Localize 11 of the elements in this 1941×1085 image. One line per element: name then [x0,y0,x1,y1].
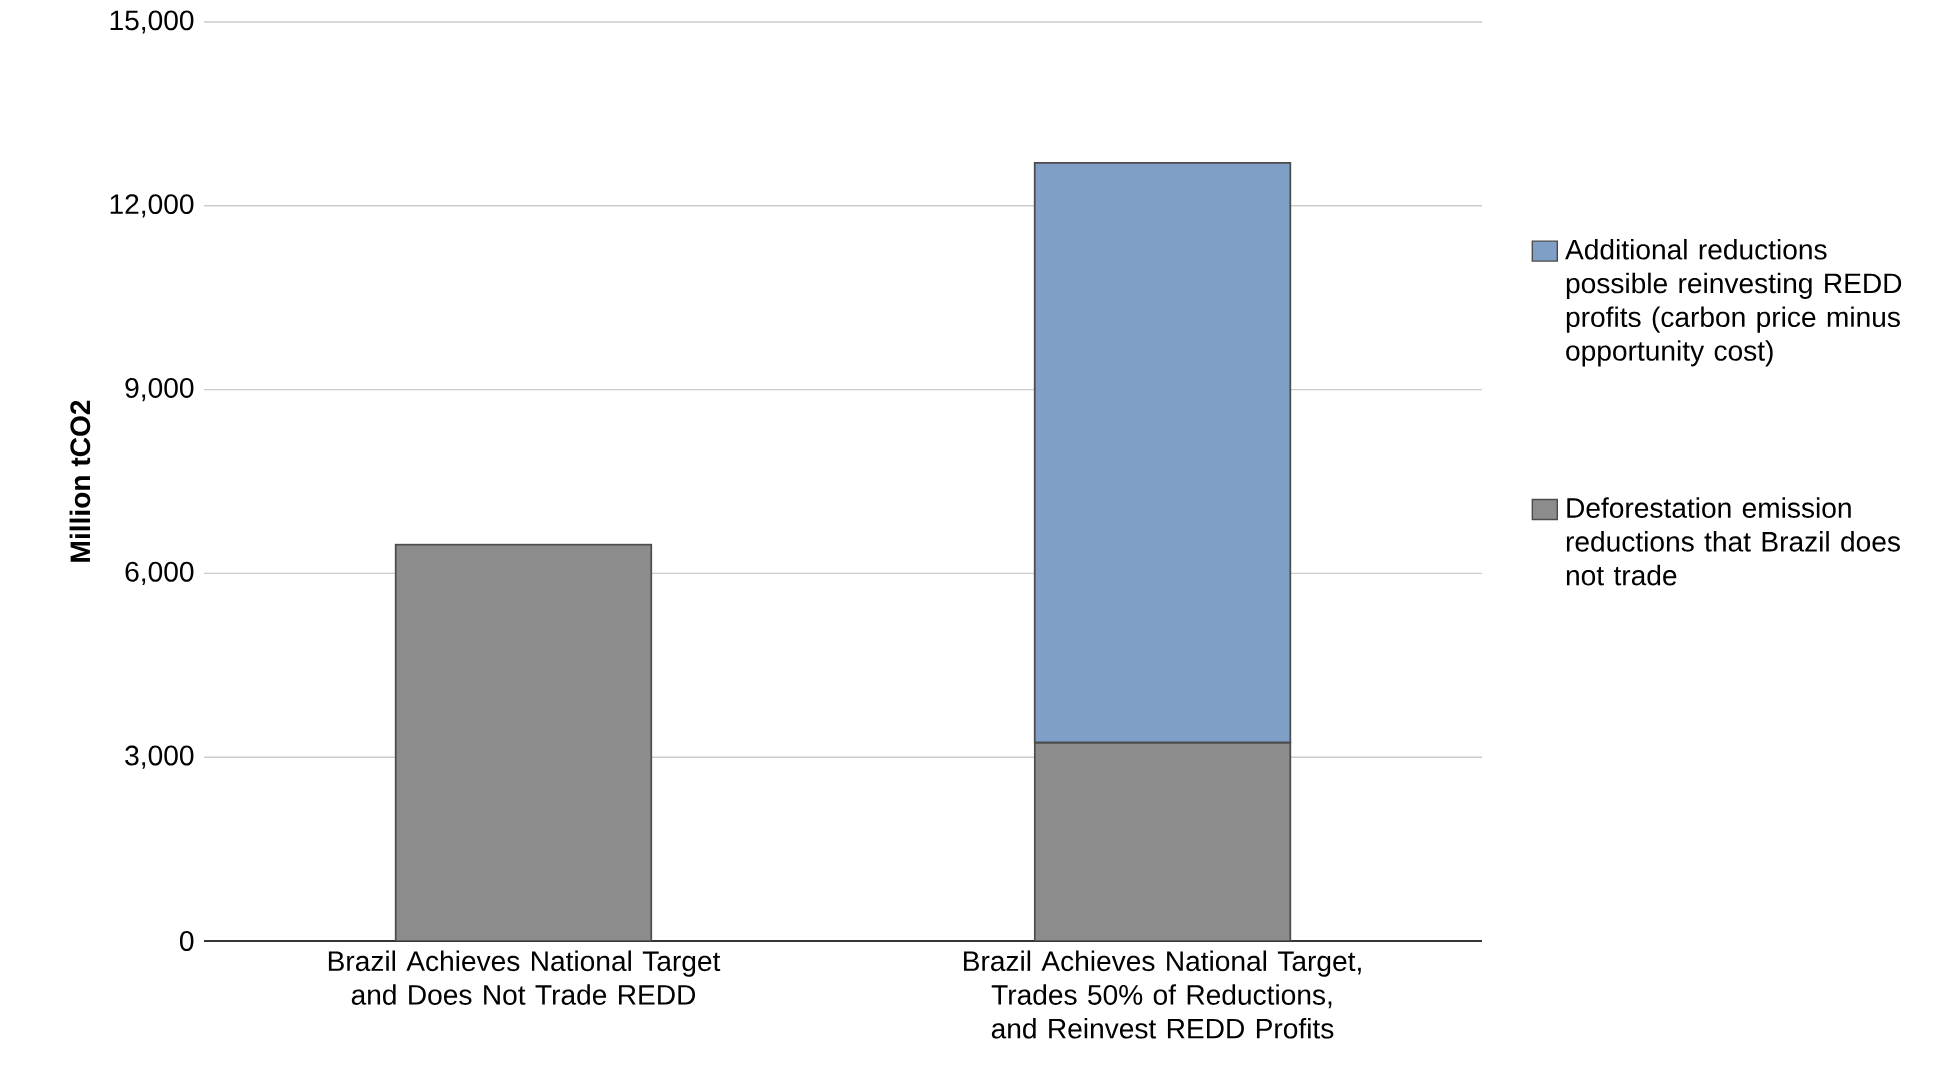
legend-label: Deforestation emission reductions that Brazil does not trade [1566,497,1900,586]
y-axis-title: Million tCO2 [69,400,91,562]
x-tick-label: Brazil Achieves National Target, Trades 50% of Reductions, and Reinvest REDD Profits [964,950,1361,1039]
y-tick-label: 9,000 [125,377,194,402]
x-tick-label: Brazil Achieves National Target and Does Not Trade REDD [328,950,721,1005]
y-tick-label: 3,000 [125,745,194,769]
legend-label: Additional reductions possible reinvesting REDD profits (carbon price minus opportunity cost) [1565,238,1902,367]
y-tick-label: 6,000 [125,561,194,585]
y-tick-label: 15,000 [110,10,194,34]
y-tick-label: 0 [179,931,194,951]
y-tick-label: 12,000 [110,194,194,218]
